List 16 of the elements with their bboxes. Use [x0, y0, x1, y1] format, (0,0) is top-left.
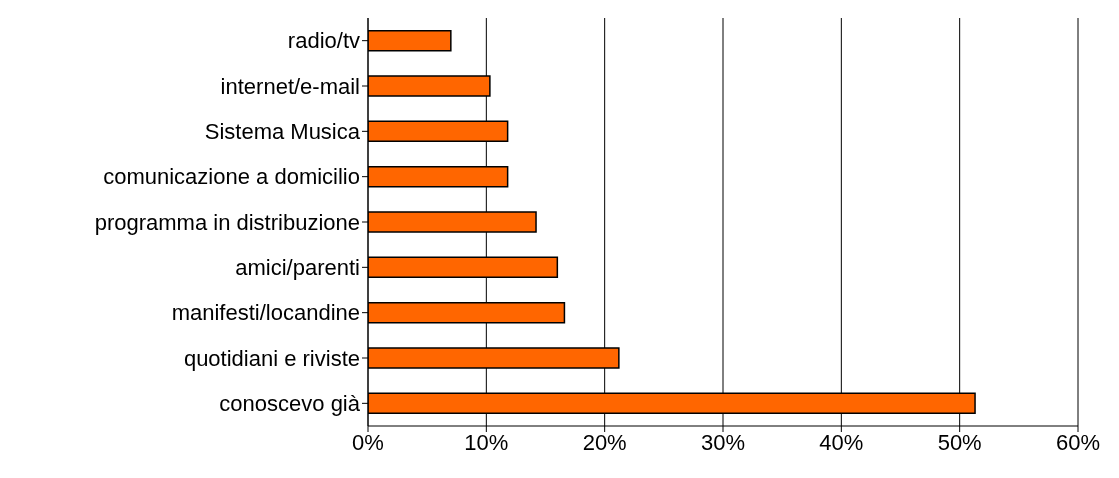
x-tick-label: 50% [937, 429, 982, 455]
x-tick-label: 20% [582, 429, 627, 455]
x-tick-label: 40% [819, 429, 864, 455]
y-tick-label: internet/e-mail [220, 73, 360, 99]
y-tick-label: programma in distribuzione [94, 209, 360, 235]
y-tick-label: comunicazione a domicilio [103, 164, 360, 190]
x-tick-label: 0% [352, 429, 384, 455]
y-tick-label: radio/tv [287, 28, 360, 54]
y-tick-label: quotidiani e riviste [183, 345, 360, 371]
y-tick-label: manifesti/locandine [171, 300, 360, 326]
x-tick-label: 30% [700, 429, 746, 455]
y-tick-label: amici/parenti [235, 255, 360, 281]
x-tick-label: 10% [464, 429, 509, 455]
y-tick-label: Sistema Musica [204, 119, 361, 145]
x-tick-label: 60% [1055, 429, 1101, 455]
y-tick-label: conoscevo già [219, 391, 361, 417]
